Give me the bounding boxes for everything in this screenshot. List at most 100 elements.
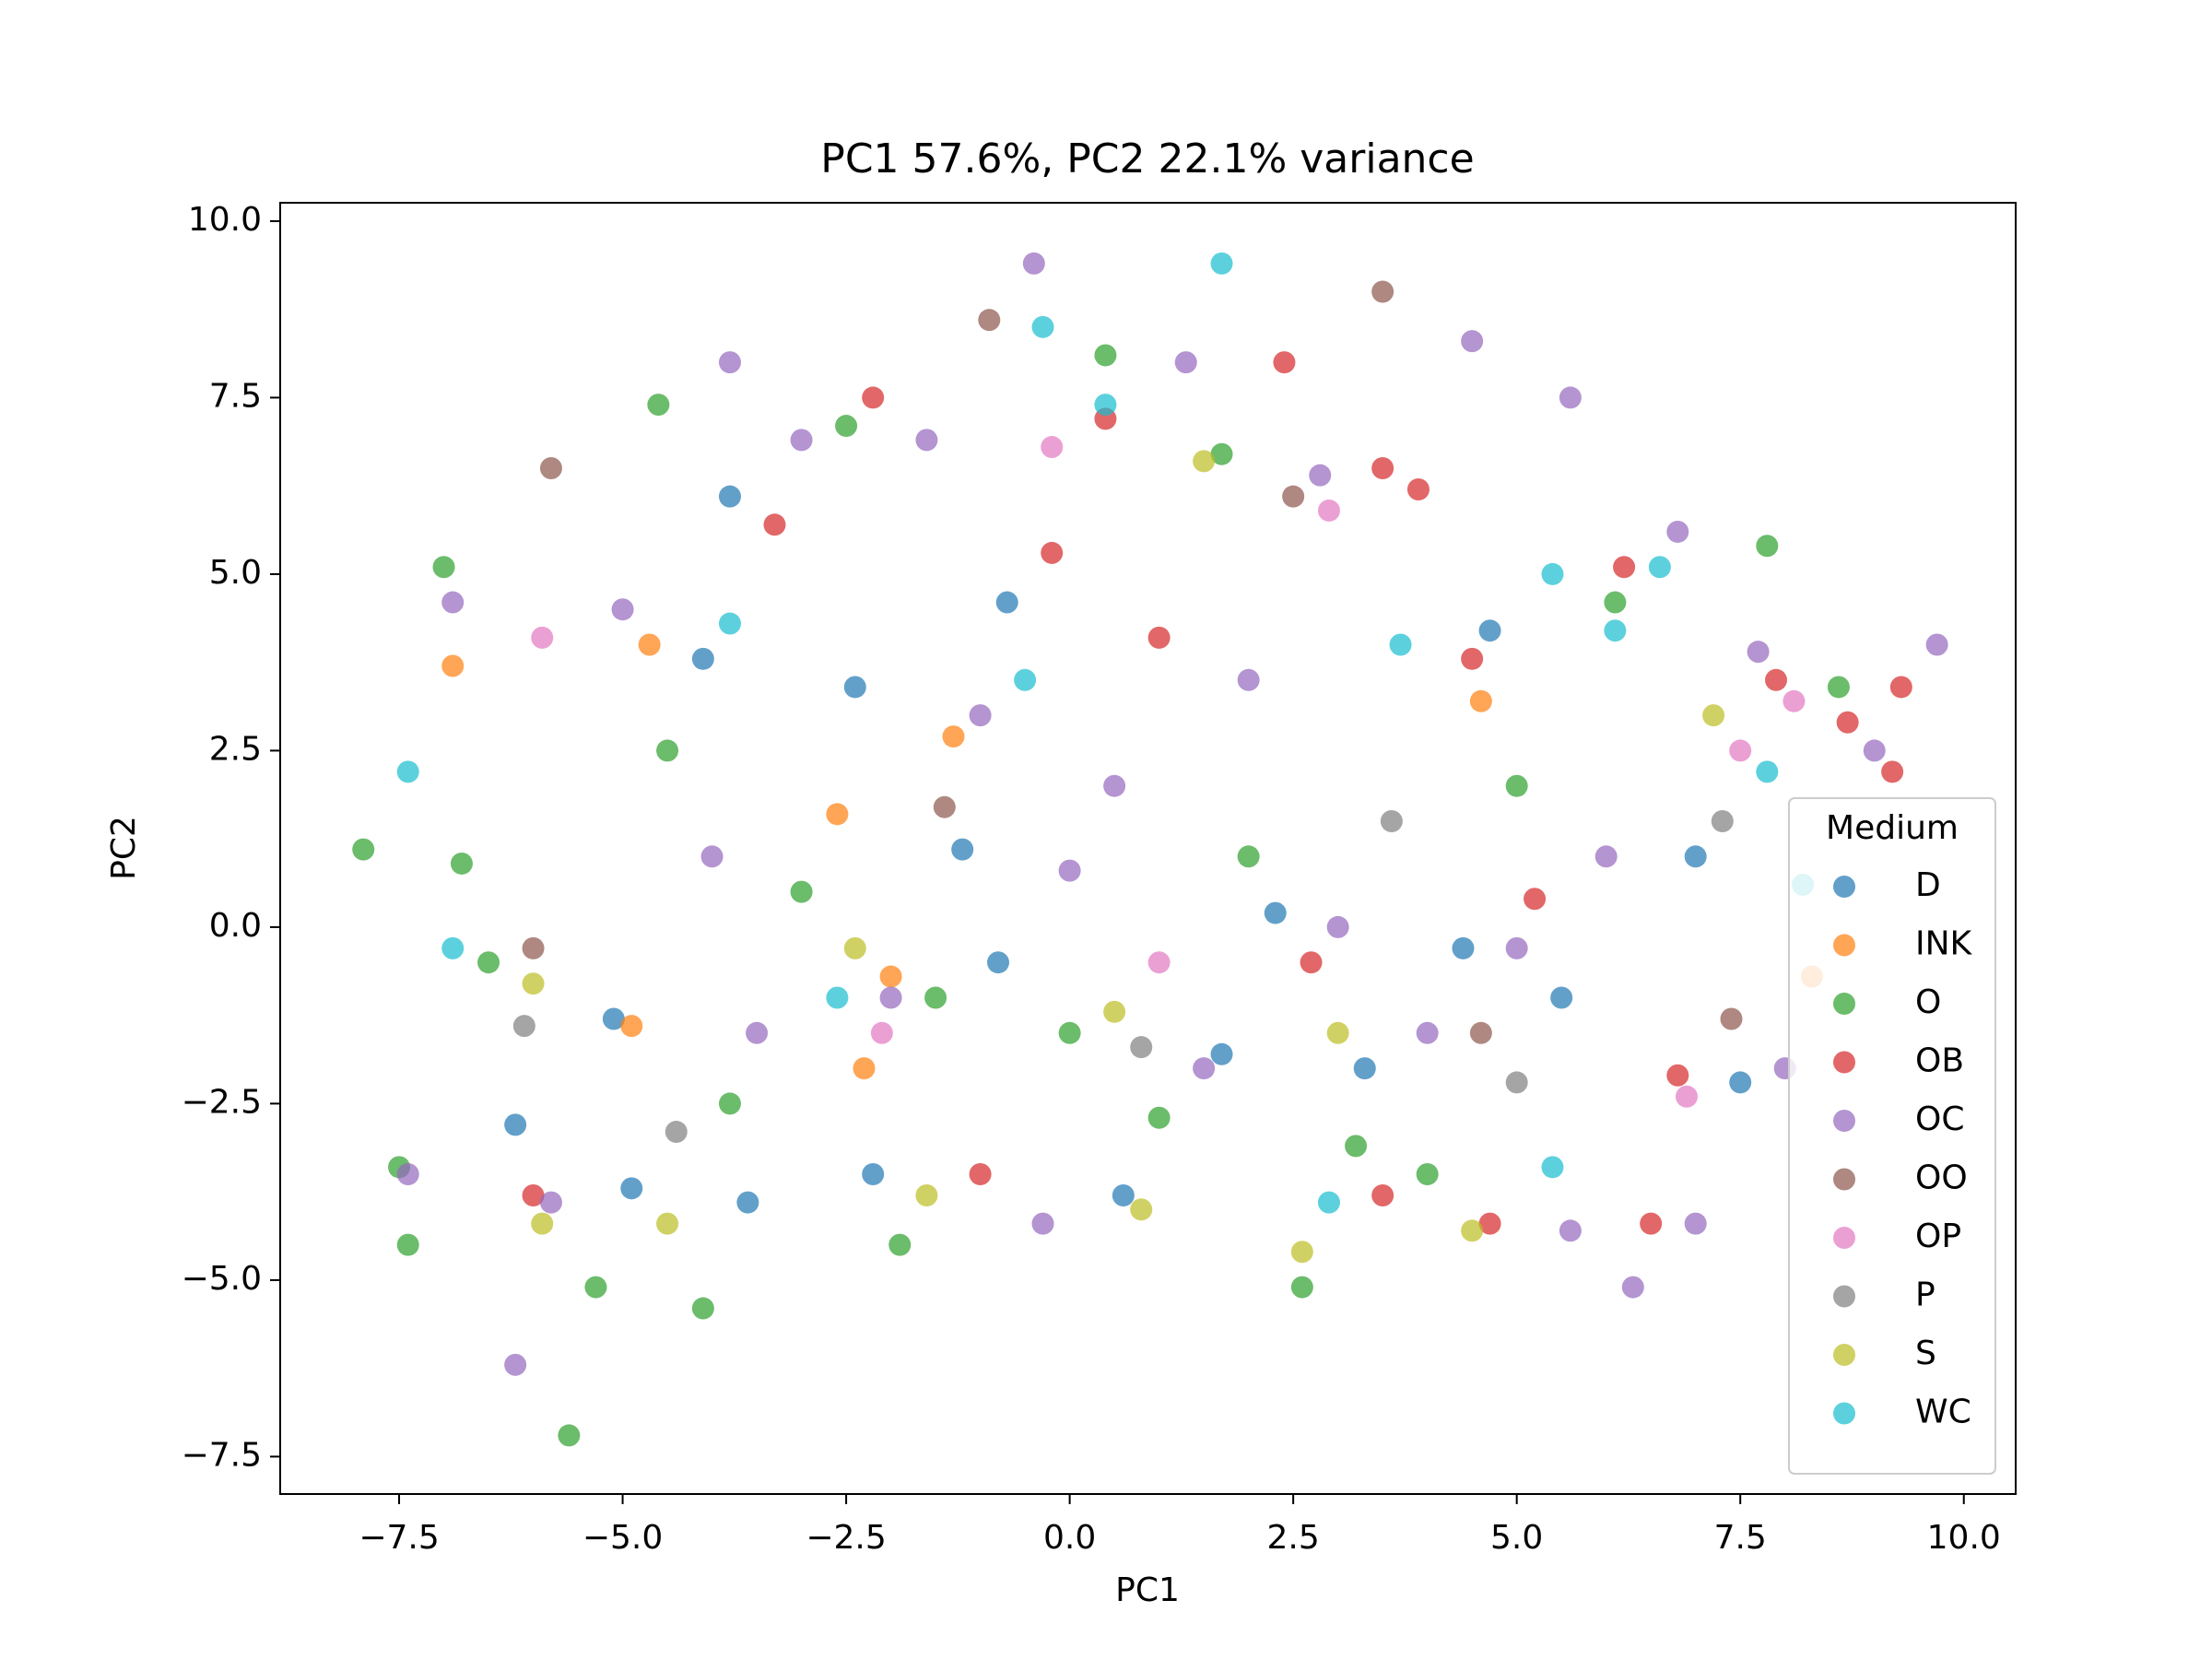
- point: [1729, 739, 1752, 762]
- point: [1130, 1036, 1153, 1059]
- point: [888, 1233, 912, 1256]
- point: [951, 838, 974, 861]
- point: [942, 725, 965, 748]
- point: [1765, 668, 1788, 691]
- point: [656, 739, 679, 762]
- point: [1711, 810, 1734, 833]
- point: [1925, 633, 1948, 656]
- point: [1237, 845, 1260, 868]
- point: [1684, 845, 1707, 868]
- point: [790, 429, 813, 452]
- point: [539, 457, 562, 480]
- point: [1666, 1064, 1689, 1087]
- point: [763, 513, 786, 536]
- point: [1469, 1021, 1492, 1044]
- point: [691, 647, 714, 670]
- point: [1541, 562, 1564, 585]
- point: [1326, 1021, 1349, 1044]
- legend-marker: [1833, 1285, 1855, 1308]
- chart-title: PC1 57.6%, PC2 22.1% variance: [820, 135, 1474, 182]
- y-tick-label: 7.5: [209, 377, 262, 415]
- legend-label: D: [1915, 866, 1941, 904]
- y-axis-label: PC2: [105, 816, 143, 880]
- legend-marker: [1833, 1110, 1855, 1132]
- point: [1640, 1212, 1663, 1235]
- point: [1174, 351, 1197, 374]
- y-tick-label: −2.5: [182, 1083, 262, 1121]
- point: [978, 309, 1001, 332]
- point: [1210, 252, 1233, 275]
- point: [826, 803, 849, 826]
- point: [1648, 556, 1671, 579]
- point: [1666, 520, 1689, 543]
- y-tick-label: −5.0: [182, 1260, 262, 1298]
- points: [352, 252, 1948, 1447]
- point: [647, 394, 670, 417]
- legend-label: OC: [1915, 1100, 1964, 1138]
- point: [1031, 1212, 1054, 1235]
- point: [1326, 915, 1349, 938]
- point: [1147, 1106, 1171, 1129]
- y-tick-label: 2.5: [209, 730, 262, 768]
- point: [1604, 619, 1627, 642]
- point: [1112, 1183, 1135, 1206]
- legend-label: INK: [1915, 925, 1973, 963]
- point: [1827, 676, 1850, 699]
- point: [1559, 1219, 1582, 1242]
- point: [1371, 457, 1394, 480]
- point: [1756, 760, 1779, 783]
- legend-label: P: [1915, 1277, 1936, 1314]
- point: [746, 1021, 769, 1044]
- point: [1380, 810, 1403, 833]
- point: [1613, 556, 1636, 579]
- point: [1309, 464, 1332, 487]
- point: [1702, 704, 1725, 727]
- point: [1290, 1241, 1313, 1264]
- point: [665, 1121, 688, 1144]
- point: [531, 1212, 554, 1235]
- point: [1130, 1198, 1153, 1221]
- legend: Medium D INK O OB OC OO OP PS WC: [1788, 797, 1996, 1475]
- legend-title: Medium: [1826, 809, 1959, 847]
- point: [1747, 641, 1770, 664]
- point: [522, 1183, 545, 1206]
- point: [1684, 1212, 1707, 1235]
- point: [1389, 633, 1412, 656]
- point: [1290, 1276, 1313, 1299]
- point: [835, 415, 858, 438]
- point: [987, 951, 1010, 974]
- point: [853, 1057, 876, 1080]
- legend-label: WC: [1915, 1394, 1971, 1431]
- axes-frame: [279, 202, 2017, 1495]
- point: [862, 1163, 885, 1186]
- point: [1103, 1000, 1126, 1023]
- x-tick-label: −5.0: [582, 1519, 663, 1557]
- point: [1541, 1156, 1564, 1179]
- x-tick-label: 2.5: [1267, 1519, 1320, 1557]
- point: [924, 986, 947, 1009]
- point: [504, 1353, 527, 1376]
- point: [1103, 774, 1126, 797]
- point: [620, 1177, 643, 1200]
- point: [638, 633, 661, 656]
- point: [620, 1015, 643, 1038]
- y-tick-label: 10.0: [188, 201, 262, 239]
- y-tick-label: 0.0: [209, 907, 262, 945]
- legend-marker: [1833, 1227, 1855, 1249]
- x-tick-label: −7.5: [359, 1519, 439, 1557]
- point: [718, 612, 741, 635]
- point: [1863, 739, 1886, 762]
- point: [1559, 386, 1582, 409]
- y-tick-label: −7.5: [182, 1436, 262, 1474]
- point: [1720, 1007, 1743, 1030]
- point: [1505, 936, 1528, 959]
- point: [1058, 1021, 1081, 1044]
- point: [1371, 280, 1394, 303]
- point: [396, 1233, 419, 1256]
- point: [1282, 485, 1305, 508]
- x-tick-label: 0.0: [1043, 1519, 1096, 1557]
- point: [1317, 499, 1340, 522]
- point: [879, 986, 902, 1009]
- point: [1881, 760, 1904, 783]
